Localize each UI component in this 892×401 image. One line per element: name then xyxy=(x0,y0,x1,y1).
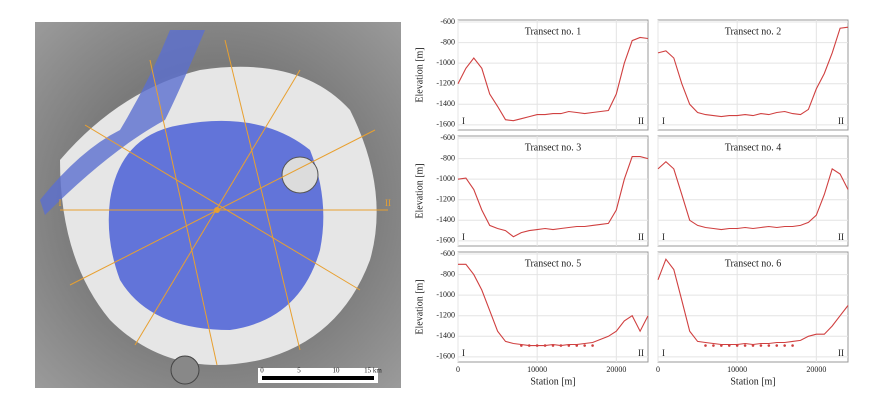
dot xyxy=(720,344,723,347)
annotation: II xyxy=(638,116,644,126)
dot xyxy=(752,344,755,347)
dot xyxy=(544,344,547,347)
scale-label: 15 km xyxy=(364,367,382,375)
dot xyxy=(736,344,739,347)
chart-title: Transect no. 3 xyxy=(525,142,582,153)
y-tick-label: -600 xyxy=(440,133,455,142)
y-tick-label: -1000 xyxy=(436,174,455,183)
dot xyxy=(520,344,523,347)
annotation: II xyxy=(638,348,644,358)
annotation: I xyxy=(662,116,665,126)
dot xyxy=(583,344,586,347)
annotation: I xyxy=(462,116,465,126)
center xyxy=(214,207,220,213)
dot xyxy=(728,344,731,347)
chart-title: Transect no. 4 xyxy=(725,142,782,153)
y-tick-label: -600 xyxy=(440,17,455,26)
x-tick-label: 10000 xyxy=(727,365,747,374)
scale-bar xyxy=(262,376,374,380)
annotation: I xyxy=(462,348,465,358)
x-tick-label: 10000 xyxy=(527,365,547,374)
annotation: I xyxy=(662,232,665,242)
y-axis-label: Elevation [m] xyxy=(414,47,425,102)
y-tick-label: -800 xyxy=(440,153,455,162)
annotation: I xyxy=(462,232,465,242)
y-tick-label: -600 xyxy=(440,249,455,258)
page: 051015 kmIII-600-800-1000-1200-1400-1600… xyxy=(0,0,892,401)
y-tick-label: -1200 xyxy=(436,195,455,204)
chart-title: Transect no. 1 xyxy=(525,26,582,37)
x-tick-label: 20000 xyxy=(806,365,826,374)
y-tick-label: -800 xyxy=(440,269,455,278)
annotation: II xyxy=(638,232,644,242)
x-axis-label: Station [m] xyxy=(730,376,775,387)
dot xyxy=(712,344,715,347)
y-tick-label: -1600 xyxy=(436,236,455,245)
chart-title: Transect no. 6 xyxy=(725,258,782,269)
y-axis-label: Elevation [m] xyxy=(414,163,425,218)
crater-floor xyxy=(109,121,324,330)
scale-box xyxy=(258,368,378,383)
chart-title: Transect no. 2 xyxy=(725,26,782,37)
scale-label: 10 xyxy=(333,367,341,375)
dot xyxy=(536,344,539,347)
dot xyxy=(528,344,531,347)
annotation: II xyxy=(838,116,844,126)
dot xyxy=(791,344,794,347)
x-tick-label: 0 xyxy=(656,365,660,374)
figure: 051015 kmIII-600-800-1000-1200-1400-1600… xyxy=(0,0,892,401)
y-tick-label: -1400 xyxy=(436,99,455,108)
dot xyxy=(768,344,771,347)
dot xyxy=(575,344,578,347)
x-tick-label: 20000 xyxy=(606,365,626,374)
chart-title: Transect no. 5 xyxy=(525,258,582,269)
scale-label: 5 xyxy=(297,367,301,375)
dot xyxy=(783,344,786,347)
annotation: II xyxy=(838,232,844,242)
y-tick-label: -1400 xyxy=(436,331,455,340)
dot xyxy=(568,344,571,347)
y-axis-label: Elevation [m] xyxy=(414,279,425,334)
dot xyxy=(704,344,707,347)
dot xyxy=(744,344,747,347)
dot xyxy=(560,344,563,347)
dot xyxy=(552,344,555,347)
dot xyxy=(775,344,778,347)
y-tick-label: -1000 xyxy=(436,290,455,299)
end-label: II xyxy=(385,198,391,208)
dot xyxy=(760,344,763,347)
annotation: I xyxy=(662,348,665,358)
y-tick-label: -1200 xyxy=(436,311,455,320)
y-tick-label: -1600 xyxy=(436,352,455,361)
y-tick-label: -1000 xyxy=(436,58,455,67)
scale-label: 0 xyxy=(260,367,264,375)
annotation: II xyxy=(838,348,844,358)
x-tick-label: 0 xyxy=(456,365,460,374)
y-tick-label: -1400 xyxy=(436,215,455,224)
x-axis-label: Station [m] xyxy=(530,376,575,387)
end-label: I xyxy=(59,198,62,208)
y-tick-label: -1600 xyxy=(436,120,455,129)
y-tick-label: -1200 xyxy=(436,79,455,88)
crater-map xyxy=(35,22,401,388)
small-crater xyxy=(171,356,199,384)
y-tick-label: -800 xyxy=(440,37,455,46)
dot xyxy=(591,344,594,347)
